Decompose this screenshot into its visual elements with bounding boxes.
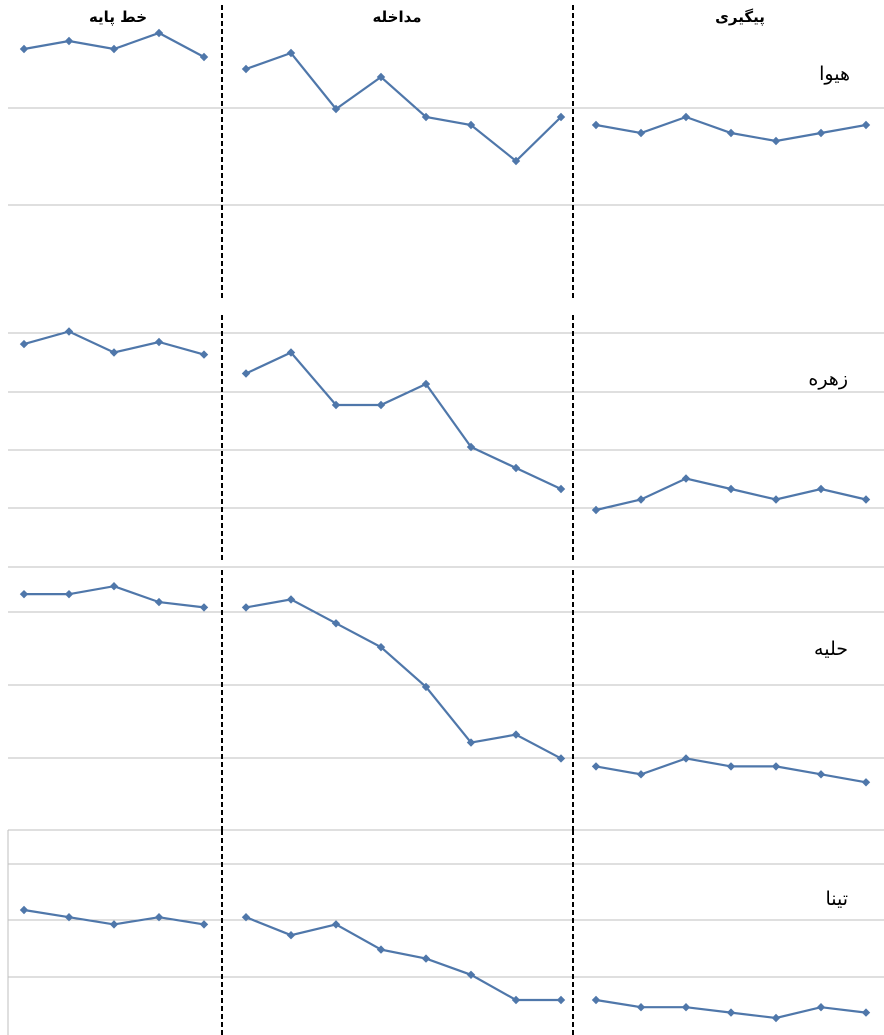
data-point-0-baseline-2 — [109, 44, 119, 54]
data-point-1-follow_up-4 — [771, 495, 781, 504]
data-point-3-follow_up-4 — [771, 1013, 781, 1023]
data-point-1-intervention-3 — [376, 400, 386, 410]
data-point-1-intervention-2 — [331, 400, 341, 410]
participant-label-hiva: هیوا — [819, 63, 850, 85]
data-point-0-follow_up-1 — [636, 128, 646, 138]
data-point-1-intervention-6 — [511, 463, 521, 473]
data-point-1-follow_up-0 — [591, 505, 601, 515]
data-point-2-intervention-3 — [376, 642, 386, 652]
data-point-0-follow_up-5 — [816, 128, 826, 138]
data-point-3-baseline-4 — [199, 920, 209, 929]
data-point-3-follow_up-1 — [636, 1003, 646, 1012]
data-point-2-follow_up-4 — [771, 762, 781, 771]
data-point-2-follow_up-2 — [681, 754, 691, 763]
data-point-1-baseline-3 — [154, 337, 164, 347]
data-point-1-intervention-4 — [421, 379, 431, 389]
data-point-0-follow_up-0 — [591, 120, 601, 130]
data-point-0-baseline-1 — [64, 36, 74, 46]
data-point-3-intervention-2 — [331, 920, 341, 929]
data-point-1-baseline-0 — [19, 339, 29, 349]
phase-label-follow-up: پیگیری — [715, 8, 765, 27]
data-point-1-follow_up-1 — [636, 495, 646, 504]
data-point-1-baseline-2 — [109, 348, 119, 357]
data-point-2-follow_up-6 — [861, 778, 871, 787]
data-point-0-intervention-1 — [286, 48, 296, 58]
gridlines — [7, 107, 884, 1035]
data-series — [19, 28, 871, 1023]
data-point-3-intervention-4 — [421, 954, 431, 963]
data-point-0-intervention-3 — [376, 72, 386, 82]
data-point-0-intervention-6 — [511, 156, 521, 166]
data-point-2-intervention-0 — [241, 603, 251, 612]
data-point-2-baseline-1 — [64, 589, 74, 599]
data-point-3-follow_up-3 — [726, 1008, 736, 1017]
data-point-3-baseline-1 — [64, 913, 74, 922]
data-point-2-intervention-4 — [421, 682, 431, 692]
data-point-2-baseline-0 — [19, 589, 29, 599]
data-point-3-intervention-5 — [466, 970, 476, 979]
data-point-1-follow_up-5 — [816, 484, 826, 494]
data-point-3-follow_up-5 — [816, 1003, 826, 1012]
data-point-0-baseline-0 — [19, 44, 29, 54]
series-line-1-intervention — [245, 351, 562, 490]
data-point-2-follow_up-3 — [726, 762, 736, 771]
phase-dividers — [221, 5, 574, 1035]
data-point-2-intervention-5 — [466, 738, 476, 747]
data-point-2-intervention-7 — [556, 754, 566, 763]
data-point-0-follow_up-2 — [681, 112, 691, 122]
data-point-1-intervention-0 — [241, 369, 251, 378]
data-point-2-baseline-3 — [154, 597, 164, 607]
data-point-3-intervention-3 — [376, 945, 386, 954]
data-point-3-intervention-0 — [241, 913, 251, 922]
data-point-0-baseline-3 — [154, 28, 164, 38]
series-line-3-intervention — [245, 916, 561, 1002]
data-point-2-baseline-2 — [109, 582, 119, 591]
data-point-2-intervention-6 — [511, 730, 521, 739]
participant-label-zohreh: زهره — [808, 368, 848, 390]
participant-label-tina: تینا — [825, 888, 848, 910]
data-point-0-intervention-4 — [421, 112, 431, 122]
data-point-3-follow_up-6 — [861, 1008, 871, 1017]
data-point-3-baseline-0 — [19, 905, 29, 915]
series-line-1-follow_up — [595, 477, 867, 512]
data-point-2-follow_up-5 — [816, 770, 826, 779]
data-point-0-follow_up-3 — [726, 128, 736, 138]
data-point-1-follow_up-2 — [681, 474, 691, 483]
data-point-1-follow_up-6 — [861, 495, 871, 504]
data-point-3-follow_up-0 — [591, 995, 601, 1005]
data-point-3-baseline-3 — [154, 913, 164, 922]
data-point-2-intervention-1 — [286, 595, 296, 604]
series-line-0-intervention — [245, 51, 562, 163]
data-point-2-baseline-4 — [199, 603, 209, 612]
data-point-0-follow_up-4 — [771, 136, 781, 146]
data-point-1-intervention-7 — [556, 484, 566, 494]
phase-label-intervention: مداخله — [372, 8, 421, 26]
data-point-0-intervention-7 — [556, 112, 566, 122]
data-point-3-intervention-1 — [286, 931, 296, 940]
data-point-2-follow_up-1 — [636, 770, 646, 779]
labels: خط پایه مداخله پیگیری هیوا زهره حلیه تین… — [89, 8, 850, 910]
data-point-3-follow_up-2 — [681, 1003, 691, 1012]
data-point-0-intervention-5 — [466, 120, 476, 130]
data-point-3-intervention-7 — [556, 995, 566, 1005]
series-line-2-intervention — [245, 598, 562, 760]
data-point-0-intervention-2 — [331, 104, 341, 114]
data-point-1-baseline-1 — [64, 327, 74, 336]
data-point-3-intervention-6 — [511, 995, 521, 1005]
data-point-0-follow_up-6 — [861, 120, 871, 130]
data-point-2-follow_up-0 — [591, 762, 601, 771]
data-point-1-follow_up-3 — [726, 484, 736, 494]
data-point-3-baseline-2 — [109, 920, 119, 929]
data-point-1-intervention-5 — [466, 442, 476, 452]
data-point-0-intervention-0 — [241, 64, 251, 74]
phase-label-baseline: خط پایه — [89, 8, 147, 27]
data-point-1-baseline-4 — [199, 350, 209, 359]
data-point-0-baseline-4 — [199, 52, 209, 62]
data-point-2-intervention-2 — [331, 619, 341, 628]
data-point-1-intervention-1 — [286, 348, 296, 357]
participant-label-hilyeh: حلیه — [814, 638, 848, 660]
